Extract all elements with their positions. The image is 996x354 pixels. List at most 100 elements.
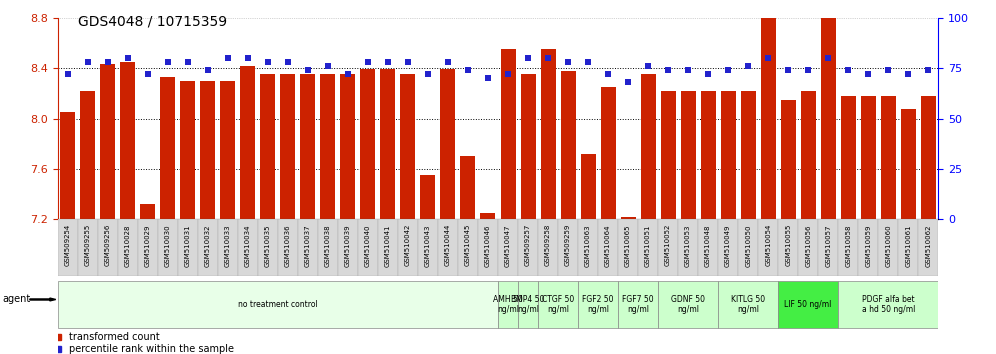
Text: KITLG 50
ng/ml: KITLG 50 ng/ml [731,295,765,314]
FancyBboxPatch shape [298,219,318,276]
Bar [440,69,455,219]
Bar [721,91,736,219]
Bar [900,109,915,219]
FancyBboxPatch shape [338,219,358,276]
Text: LIF 50 ng/ml: LIF 50 ng/ml [785,300,832,309]
Text: GSM510045: GSM510045 [465,224,471,267]
FancyBboxPatch shape [898,219,918,276]
Text: GSM510028: GSM510028 [124,224,130,267]
Text: GSM510057: GSM510057 [825,224,832,267]
FancyBboxPatch shape [538,281,578,328]
FancyBboxPatch shape [558,219,578,276]
Bar [321,74,336,219]
Bar [660,91,675,219]
Text: GSM510062: GSM510062 [925,224,931,267]
FancyBboxPatch shape [778,281,839,328]
Bar [761,0,776,219]
Bar [920,96,935,219]
Text: CTGF 50
ng/ml: CTGF 50 ng/ml [542,295,574,314]
Text: GSM510055: GSM510055 [785,224,791,267]
FancyBboxPatch shape [718,219,738,276]
Text: GSM510030: GSM510030 [164,224,171,267]
Text: GSM510056: GSM510056 [805,224,811,267]
FancyBboxPatch shape [778,219,798,276]
Text: GSM510050: GSM510050 [745,224,751,267]
FancyBboxPatch shape [377,219,398,276]
Bar [880,96,895,219]
Text: GSM510065: GSM510065 [625,224,631,267]
FancyBboxPatch shape [658,281,718,328]
Bar [281,74,296,219]
FancyBboxPatch shape [578,219,598,276]
Text: GSM509255: GSM509255 [85,224,91,266]
Text: GSM510042: GSM510042 [405,224,411,267]
Text: GSM510029: GSM510029 [144,224,150,267]
Bar [420,175,435,219]
Bar [81,91,96,219]
FancyBboxPatch shape [58,281,498,328]
Bar [220,81,235,219]
Bar [801,91,816,219]
Bar [61,112,76,219]
FancyBboxPatch shape [178,219,198,276]
Bar [640,74,655,219]
Text: GSM510037: GSM510037 [305,224,311,267]
Text: GSM510064: GSM510064 [605,224,612,267]
Text: GDS4048 / 10715359: GDS4048 / 10715359 [78,14,227,28]
Bar [821,0,836,219]
Text: GSM510054: GSM510054 [765,224,771,267]
FancyBboxPatch shape [238,219,258,276]
Bar [200,81,215,219]
FancyBboxPatch shape [358,219,377,276]
Bar [741,91,756,219]
FancyBboxPatch shape [438,219,458,276]
FancyBboxPatch shape [658,219,678,276]
FancyBboxPatch shape [619,281,658,328]
FancyBboxPatch shape [718,281,778,328]
FancyBboxPatch shape [518,219,538,276]
Text: GSM510036: GSM510036 [285,224,291,267]
FancyBboxPatch shape [859,219,878,276]
Bar [140,204,155,219]
FancyBboxPatch shape [157,219,178,276]
FancyBboxPatch shape [498,219,518,276]
FancyBboxPatch shape [758,219,778,276]
Text: no treatment control: no treatment control [238,300,318,309]
Bar [601,87,616,219]
Bar [541,49,556,219]
FancyBboxPatch shape [698,219,718,276]
Bar [160,77,175,219]
Bar [501,49,516,219]
FancyBboxPatch shape [839,281,938,328]
FancyBboxPatch shape [218,219,238,276]
FancyBboxPatch shape [498,281,518,328]
Bar [841,96,856,219]
FancyBboxPatch shape [578,281,619,328]
FancyBboxPatch shape [619,219,638,276]
FancyBboxPatch shape [518,281,538,328]
Bar [621,217,635,219]
Bar [781,100,796,219]
FancyBboxPatch shape [538,219,558,276]
FancyBboxPatch shape [198,219,218,276]
Text: GSM510033: GSM510033 [225,224,231,267]
Bar [341,74,356,219]
Text: GSM510059: GSM510059 [866,224,872,267]
FancyBboxPatch shape [78,219,98,276]
Bar [240,65,255,219]
Text: GSM509258: GSM509258 [545,224,551,267]
Bar [180,81,195,219]
Text: GSM510053: GSM510053 [685,224,691,267]
Text: percentile rank within the sample: percentile rank within the sample [69,344,234,354]
FancyBboxPatch shape [598,219,619,276]
Text: GSM510040: GSM510040 [365,224,371,267]
FancyBboxPatch shape [398,219,418,276]
Text: AMH 50
ng/ml: AMH 50 ng/ml [493,295,523,314]
Text: FGF2 50
ng/ml: FGF2 50 ng/ml [583,295,614,314]
Bar [301,74,316,219]
Text: GSM510046: GSM510046 [485,224,491,267]
Text: GSM510047: GSM510047 [505,224,511,267]
Text: GSM509256: GSM509256 [105,224,111,267]
FancyBboxPatch shape [818,219,839,276]
FancyBboxPatch shape [798,219,818,276]
